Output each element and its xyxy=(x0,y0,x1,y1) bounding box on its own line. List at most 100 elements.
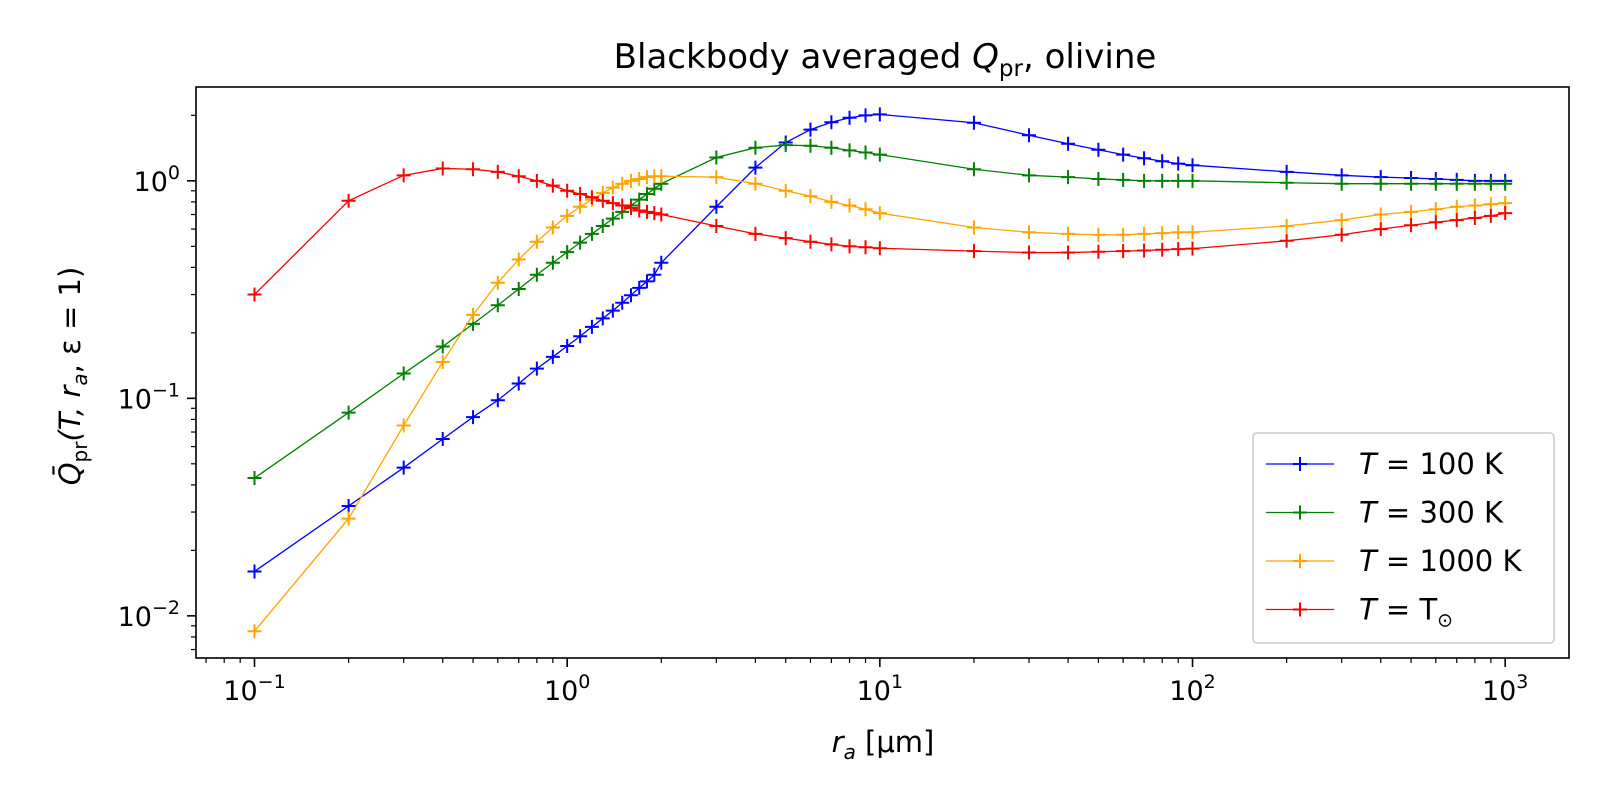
data-point xyxy=(966,220,981,235)
legend-marker xyxy=(1293,554,1307,568)
x-tick-label: 102 xyxy=(1169,671,1215,707)
legend-label-variable: T xyxy=(1359,447,1379,481)
data-point xyxy=(803,122,818,137)
x-axis-label-variable: r xyxy=(832,725,846,759)
data-point xyxy=(615,295,630,310)
x-tick-label-base: 10 xyxy=(544,676,578,707)
data-point xyxy=(872,107,887,122)
data-point xyxy=(529,173,544,188)
legend-entry: T = 1000 K xyxy=(1266,544,1522,578)
data-point xyxy=(247,471,262,486)
data-point xyxy=(1171,242,1186,257)
data-point xyxy=(1155,242,1170,257)
data-point xyxy=(1185,241,1200,256)
data-point xyxy=(1498,206,1513,221)
legend-entry: T = T⊙ xyxy=(1266,593,1453,632)
data-point xyxy=(654,169,669,184)
data-point xyxy=(1498,176,1513,191)
data-point xyxy=(584,226,599,241)
legend-label-text: = 100 K xyxy=(1377,447,1504,481)
data-point xyxy=(1404,218,1419,233)
data-point xyxy=(1022,225,1037,240)
y-tick-label-base: 10 xyxy=(134,167,168,198)
data-point xyxy=(1091,142,1106,157)
y-axis-label-subscript: pr xyxy=(68,441,92,463)
data-point xyxy=(466,162,481,177)
data-point xyxy=(639,186,654,201)
data-point xyxy=(966,115,981,130)
data-point xyxy=(1061,136,1076,151)
data-point xyxy=(709,218,724,233)
data-point xyxy=(1155,173,1170,188)
y-tick-label-base: 10 xyxy=(118,384,152,415)
data-point xyxy=(1185,173,1200,188)
data-point xyxy=(803,189,818,204)
data-point xyxy=(341,498,356,513)
legend-label-subscript: ⊙ xyxy=(1437,610,1453,632)
data-point xyxy=(1061,226,1076,241)
series-line xyxy=(254,113,1506,572)
legend-frame xyxy=(1252,432,1555,644)
data-point xyxy=(639,204,654,219)
data-point xyxy=(654,207,669,222)
data-point xyxy=(247,564,262,579)
data-point xyxy=(966,244,981,259)
data-point xyxy=(435,354,450,369)
data-point xyxy=(824,194,839,209)
data-point xyxy=(605,303,620,318)
data-point xyxy=(466,410,481,425)
data-point xyxy=(647,206,662,221)
data-point xyxy=(632,203,647,218)
data-point xyxy=(341,193,356,208)
data-point xyxy=(1116,172,1131,187)
data-point xyxy=(595,193,610,208)
y-tick-label-exponent: 0 xyxy=(168,162,180,184)
data-point xyxy=(1279,233,1294,248)
data-point xyxy=(709,170,724,185)
x-tick-label-base: 10 xyxy=(1169,676,1203,707)
series-line xyxy=(254,144,1506,479)
x-tick-label-exponent: 0 xyxy=(578,671,590,693)
data-point xyxy=(1334,213,1349,228)
y-axis-label-tail: , ε = 1) xyxy=(53,267,87,374)
data-point xyxy=(709,199,724,214)
data-point xyxy=(545,349,560,364)
data-point xyxy=(1171,173,1186,188)
data-point xyxy=(529,267,544,282)
data-point xyxy=(858,108,873,123)
legend-label-variable: T xyxy=(1359,544,1379,578)
data-point xyxy=(1022,245,1037,260)
data-point xyxy=(595,311,610,326)
data-point xyxy=(1171,156,1186,171)
data-point xyxy=(1022,168,1037,183)
legend-label-text: = 1000 K xyxy=(1377,544,1523,578)
data-point xyxy=(560,183,575,198)
data-point xyxy=(1171,225,1186,240)
data-point xyxy=(1449,199,1464,214)
data-point xyxy=(1185,225,1200,240)
data-point xyxy=(545,178,560,193)
data-point xyxy=(584,319,599,334)
data-point xyxy=(1137,226,1152,241)
data-point xyxy=(560,245,575,260)
data-point xyxy=(748,140,763,155)
data-point xyxy=(1467,176,1482,191)
data-point xyxy=(1116,244,1131,259)
y-axis-label-variable: Q̄ xyxy=(53,462,87,485)
data-point xyxy=(1116,227,1131,242)
data-point xyxy=(1061,245,1076,260)
data-point xyxy=(842,239,857,254)
data-point xyxy=(573,186,588,201)
data-point xyxy=(858,202,873,217)
chart-title-suffix: , olivine xyxy=(1023,37,1156,77)
data-point xyxy=(1334,176,1349,191)
y-axis-label-args-subscript: a xyxy=(68,373,92,385)
data-point xyxy=(748,160,763,175)
data-point xyxy=(1279,218,1294,233)
data-point xyxy=(605,196,620,211)
data-point xyxy=(1428,202,1443,217)
data-point xyxy=(1373,207,1388,222)
